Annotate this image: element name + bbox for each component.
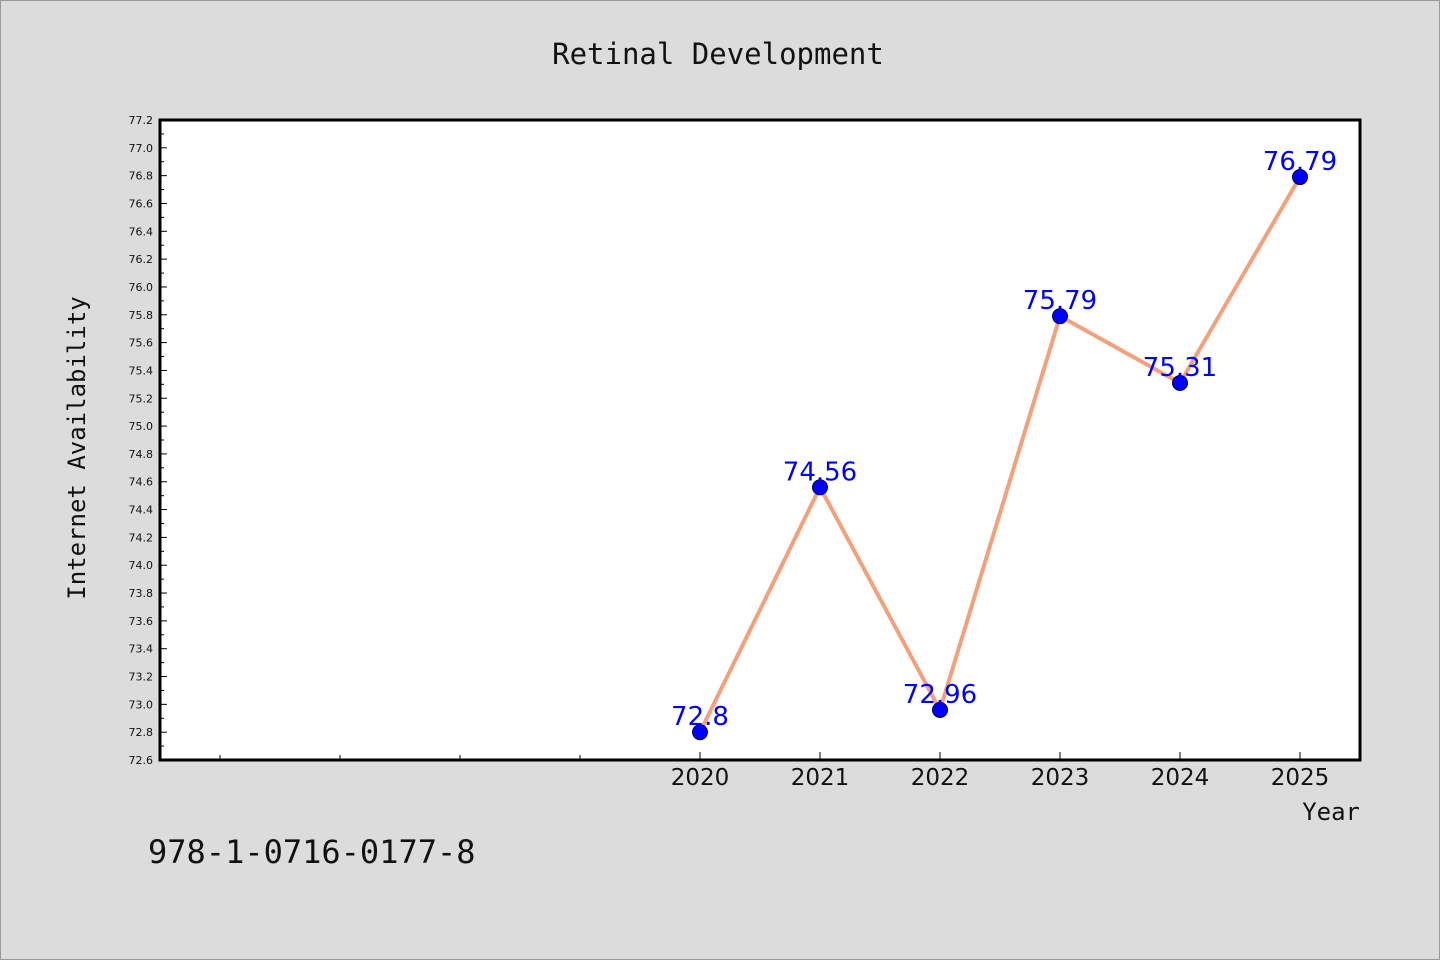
series-line (698, 176, 1302, 734)
chart-title: Retinal Development (552, 37, 884, 71)
data-label: 74.56 (783, 457, 857, 487)
y-tick-label: 77.2 (129, 114, 154, 127)
data-point (1052, 308, 1068, 325)
x-axis-label: Year (1302, 798, 1360, 826)
y-tick-label: 73.0 (129, 698, 154, 711)
y-tick-label: 73.2 (129, 671, 154, 684)
x-axis-ticks: 2020 2021 2022 2023 2024 2025 (219, 752, 1330, 791)
y-tick-label: 76.4 (129, 225, 154, 238)
y-tick-label: 72.6 (129, 754, 154, 767)
y-tick-label: 75.4 (129, 364, 154, 377)
data-label: 72.8 (671, 702, 729, 732)
y-tick-label: 73.4 (129, 643, 154, 656)
data-label: 75.31 (1143, 353, 1217, 383)
data-point (1292, 169, 1308, 186)
y-tick-label: 73.8 (129, 587, 154, 600)
y-tick-label: 74.4 (129, 504, 154, 517)
y-tick-label: 76.8 (129, 170, 154, 183)
y-axis-ticks: 72.6 72.8 73.0 73.2 73.4 73.6 73.8 74.0 74.2 74.4… (129, 114, 167, 767)
data-point (1172, 374, 1188, 391)
data-labels: 72.8 74.56 72.96 75.79 75.31 76.79 (671, 147, 1337, 732)
y-tick-label: 75.0 (129, 420, 154, 433)
data-label: 76.79 (1263, 147, 1337, 177)
data-label: 75.79 (1023, 286, 1097, 316)
data-point (932, 701, 948, 718)
y-tick-label: 74.2 (129, 531, 154, 544)
y-tick-label: 73.6 (129, 615, 154, 628)
y-tick-label: 74.8 (129, 448, 154, 461)
data-point (692, 724, 708, 741)
y-tick-label: 75.6 (129, 337, 154, 350)
plot-area (158, 118, 1362, 762)
data-point (812, 479, 828, 496)
x-tick-label: 2023 (1031, 765, 1090, 791)
y-tick-label: 76.2 (129, 253, 154, 266)
x-tick-label: 2021 (791, 765, 850, 791)
x-tick-label: 2025 (1271, 765, 1330, 791)
isbn-text: 978-1-0716-0177-8 (148, 833, 476, 871)
y-tick-label: 77.0 (129, 142, 154, 155)
y-axis-label: Internet Availability (63, 296, 91, 599)
y-tick-label: 75.2 (129, 392, 154, 405)
y-tick-label: 74.6 (129, 476, 154, 489)
y-tick-label: 75.8 (129, 309, 154, 322)
y-tick-label: 74.0 (129, 559, 154, 572)
y-tick-label: 76.6 (129, 197, 154, 210)
y-tick-label: 76.0 (129, 281, 154, 294)
data-label: 72.96 (903, 680, 977, 710)
x-tick-label: 2024 (1151, 765, 1210, 791)
y-tick-label: 72.8 (129, 726, 154, 739)
x-tick-label: 2022 (911, 765, 970, 791)
x-tick-label: 2020 (671, 765, 730, 791)
series-layer (692, 169, 1308, 741)
